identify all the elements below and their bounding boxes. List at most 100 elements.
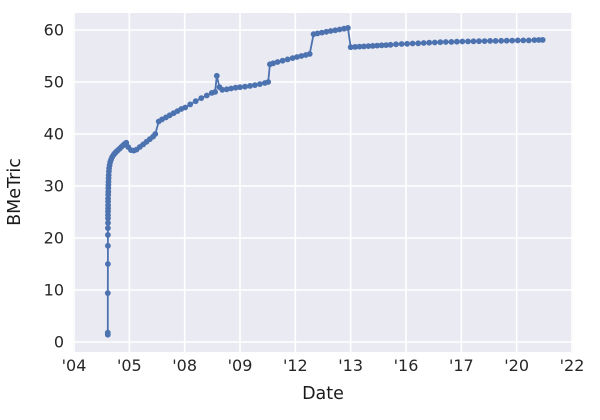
x-tick-label: '05: [117, 356, 142, 375]
data-point-marker: [105, 225, 111, 232]
x-axis-tick-labels: '04 '05 '08 '09 '12 '13 '16 '17 '20 '22: [62, 356, 585, 375]
data-series: [104, 25, 546, 338]
data-point-marker: [242, 83, 248, 90]
data-point-marker: [192, 98, 199, 105]
data-point-marker: [374, 42, 381, 49]
data-point-marker: [442, 39, 449, 45]
y-tick-label: 50: [44, 73, 64, 92]
data-point-marker: [289, 55, 296, 61]
data-point-marker: [219, 86, 226, 93]
x-tick-label: '12: [283, 356, 308, 375]
data-point-marker: [237, 84, 243, 91]
data-point-marker: [152, 131, 159, 137]
data-point-marker: [105, 261, 111, 267]
data-point-marker: [465, 38, 471, 45]
data-point-marker: [514, 37, 521, 44]
data-point-marker: [247, 83, 253, 89]
data-point-marker: [198, 95, 205, 101]
x-tick-label: '13: [338, 356, 363, 375]
data-point-marker: [252, 82, 258, 88]
data-point-marker: [487, 38, 493, 44]
data-point-marker: [232, 84, 239, 91]
data-point-marker: [454, 38, 460, 45]
data-point-marker: [319, 29, 325, 36]
data-point-marker: [393, 41, 399, 48]
data-point-marker: [228, 85, 235, 92]
y-tick-label: 60: [44, 21, 64, 40]
data-point-marker: [387, 41, 394, 48]
data-point-marker: [284, 56, 291, 63]
y-axis-title: BMeTric: [5, 158, 25, 226]
data-point-marker: [323, 28, 330, 35]
data-point-marker: [352, 44, 358, 50]
data-point-marker: [294, 54, 300, 60]
x-tick-label: '17: [449, 356, 474, 375]
data-point-marker: [520, 37, 527, 44]
y-axis-tick-labels: 0 10 20 30 40 50 60: [44, 21, 64, 352]
data-point-marker: [327, 28, 334, 34]
data-point-marker: [426, 39, 433, 46]
data-point-marker: [182, 104, 189, 111]
plot-area-background: [73, 13, 573, 352]
data-point-marker: [105, 220, 111, 226]
data-point-marker: [104, 329, 111, 336]
data-point-marker: [369, 43, 376, 49]
x-tick-label: '16: [394, 356, 419, 375]
data-point-marker: [420, 40, 427, 46]
data-point-marker: [525, 37, 532, 44]
data-point-marker: [539, 37, 546, 43]
data-point-marker: [476, 38, 482, 45]
data-point-marker: [104, 290, 111, 296]
data-point-marker: [383, 42, 389, 48]
data-point-marker: [498, 37, 505, 44]
data-point-marker: [203, 92, 210, 99]
data-point-marker: [265, 79, 272, 85]
data-point-marker: [437, 39, 444, 46]
y-tick-label: 0: [54, 333, 64, 352]
data-point-marker: [270, 60, 277, 67]
x-tick-label: '08: [172, 356, 197, 375]
x-tick-label: '20: [504, 356, 529, 375]
x-tick-label: '22: [560, 356, 585, 375]
x-tick-label: '04: [62, 356, 87, 375]
data-point-marker: [531, 37, 538, 43]
data-point-marker: [257, 81, 263, 87]
data-point-marker: [314, 30, 321, 37]
data-point-marker: [448, 39, 455, 45]
data-point-marker: [492, 38, 499, 44]
y-tick-label: 20: [44, 229, 64, 248]
data-point-marker: [503, 37, 510, 44]
data-point-marker: [105, 232, 111, 238]
data-point-marker: [298, 53, 305, 59]
data-point-marker: [459, 38, 466, 45]
y-tick-label: 30: [44, 177, 64, 196]
x-tick-label: '09: [228, 356, 253, 375]
data-point-marker: [398, 41, 405, 47]
data-point-marker: [187, 101, 194, 108]
y-tick-label: 40: [44, 125, 64, 144]
data-point-marker: [105, 242, 111, 249]
data-point-marker: [306, 51, 313, 57]
y-tick-label: 10: [44, 281, 64, 300]
data-point-marker: [356, 43, 363, 50]
data-point-marker: [365, 43, 372, 49]
x-axis-title: Date: [302, 384, 344, 404]
data-point-marker: [481, 38, 488, 44]
data-point-marker: [431, 39, 438, 46]
data-point-marker: [361, 43, 367, 50]
data-point-marker: [213, 72, 220, 79]
data-point-marker: [347, 44, 354, 51]
data-point-marker: [332, 27, 339, 34]
data-point-marker: [409, 40, 416, 47]
data-point-marker: [378, 42, 385, 49]
data-point-marker: [345, 25, 351, 31]
data-point-marker: [509, 37, 516, 44]
data-point-marker: [470, 38, 477, 45]
data-point-marker: [415, 40, 422, 47]
data-point-marker: [274, 59, 281, 65]
data-point-marker: [404, 40, 410, 47]
data-point-marker: [212, 89, 219, 95]
data-point-marker: [279, 57, 286, 64]
